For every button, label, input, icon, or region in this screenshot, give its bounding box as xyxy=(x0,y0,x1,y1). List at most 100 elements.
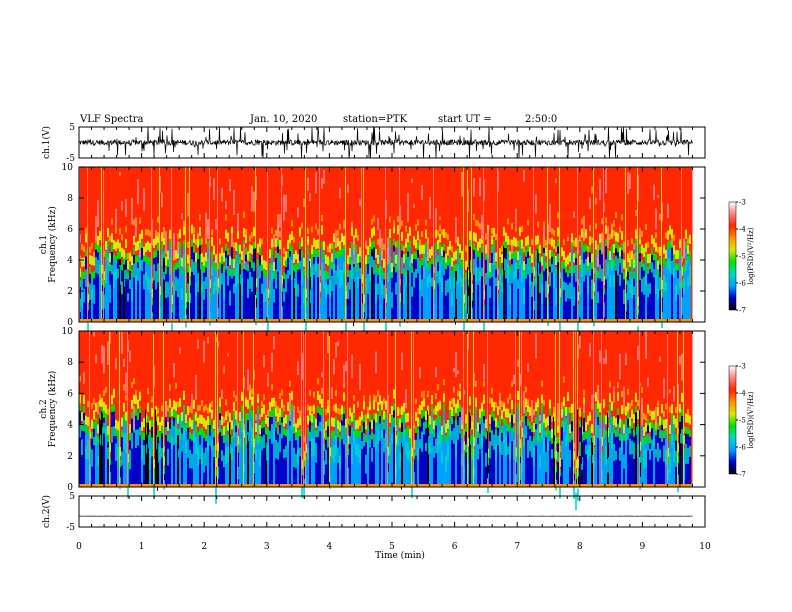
spec-green xyxy=(511,251,513,259)
spec-low-band xyxy=(383,428,385,487)
spec-mid-band xyxy=(439,263,441,283)
spec-mid-band xyxy=(641,437,643,447)
spec-orange xyxy=(271,384,273,391)
spec-pink xyxy=(143,188,145,211)
spec-yellow xyxy=(359,247,361,257)
spec-green xyxy=(617,245,619,253)
spec-yellow xyxy=(419,245,421,255)
spec-orange xyxy=(339,223,341,230)
spec-low-band xyxy=(373,418,375,487)
spec-low-band xyxy=(653,259,655,322)
spec-low-band xyxy=(393,244,395,322)
spec-orange xyxy=(225,214,227,221)
spec-mid-band xyxy=(105,427,107,437)
spec-green xyxy=(121,263,123,271)
spec-green xyxy=(235,418,237,426)
spec-yellow xyxy=(327,256,329,266)
spec-orange xyxy=(579,235,581,242)
spec-pink xyxy=(681,353,683,381)
spec-green xyxy=(583,410,585,418)
spec-dark-streak xyxy=(607,412,608,460)
spec-green xyxy=(369,414,371,422)
spec-low-band xyxy=(453,415,455,487)
spec-orange xyxy=(453,386,455,393)
spec-yellow xyxy=(311,245,313,255)
spec-mid-band xyxy=(273,289,275,303)
spec-low-band xyxy=(225,249,227,322)
spec-pink xyxy=(137,179,139,205)
spec-yellow xyxy=(341,233,343,243)
spec-green xyxy=(401,243,403,251)
spec-green xyxy=(609,260,611,268)
spec-mid-band xyxy=(213,282,215,295)
spec-green xyxy=(585,432,587,440)
spec-green xyxy=(375,264,377,272)
spec-orange xyxy=(491,387,493,394)
spec-green xyxy=(663,431,665,439)
spec-yellow xyxy=(271,398,273,408)
spec-orange xyxy=(549,238,551,245)
spec-yellow xyxy=(137,399,139,409)
spec-pink xyxy=(597,387,599,401)
spec-dark-streak xyxy=(615,274,616,321)
spec-dark-streak xyxy=(407,276,408,323)
spec-streak xyxy=(395,331,396,487)
spec-green xyxy=(643,436,645,444)
spec-low-band xyxy=(475,412,477,487)
spec-yellow xyxy=(303,257,305,267)
spec-mid-band xyxy=(423,422,425,435)
spec-green xyxy=(599,242,601,250)
spec-low-band xyxy=(227,254,229,322)
spec-low-band xyxy=(561,266,563,322)
colorbar-tick-label: -3 xyxy=(739,363,746,371)
spec-green xyxy=(251,261,253,269)
spec-yellow xyxy=(257,394,259,404)
spec-mid-band xyxy=(439,430,441,446)
spec-yellow xyxy=(357,419,359,429)
spec-mid-band xyxy=(441,278,443,293)
spec-green xyxy=(369,247,371,255)
spec-mid-band xyxy=(517,422,519,435)
spec-green xyxy=(157,429,159,437)
spec-green xyxy=(627,411,629,419)
spec-orange xyxy=(299,410,301,417)
spec-green xyxy=(91,271,93,279)
x-tick-label: 8 xyxy=(577,542,583,552)
spec-pink xyxy=(439,216,441,220)
spec-mid-band xyxy=(637,444,639,457)
spec-low-band xyxy=(611,423,613,487)
spec-green xyxy=(413,252,415,260)
spec-yellow xyxy=(501,253,503,263)
spec-yellow xyxy=(629,257,631,267)
spec-pink xyxy=(161,192,163,208)
spec-streak xyxy=(305,331,306,487)
spec-orange xyxy=(353,395,355,402)
spec-mid-band xyxy=(599,428,601,440)
spec-pink xyxy=(351,354,353,379)
spec-yellow xyxy=(469,231,471,241)
spec-yellow xyxy=(533,423,535,433)
spec-orange xyxy=(471,415,473,422)
spec-mid-band xyxy=(359,449,361,464)
spec-yellow xyxy=(391,405,393,415)
spec-low-band xyxy=(291,409,293,487)
spec-mid-band xyxy=(239,438,241,448)
spec-yellow xyxy=(219,253,221,263)
spec-pink xyxy=(605,167,607,194)
spec-green xyxy=(449,255,451,263)
spec-yellow xyxy=(291,391,293,401)
spec-orange xyxy=(207,407,209,414)
spec-orange xyxy=(399,408,401,415)
spec-yellow xyxy=(557,227,559,237)
spec-dark-streak xyxy=(679,425,680,473)
spec-green xyxy=(273,271,275,279)
spec-low-band xyxy=(99,252,101,322)
waveform-ylabel: ch.2(V) xyxy=(41,495,52,528)
spec-orange xyxy=(367,406,369,413)
spec-mid-band xyxy=(343,425,345,445)
spec-pink xyxy=(557,403,559,426)
spec-pink xyxy=(135,217,137,238)
spec-mid-band xyxy=(483,318,485,336)
spec-green xyxy=(471,435,473,443)
spec-pink xyxy=(347,184,349,193)
